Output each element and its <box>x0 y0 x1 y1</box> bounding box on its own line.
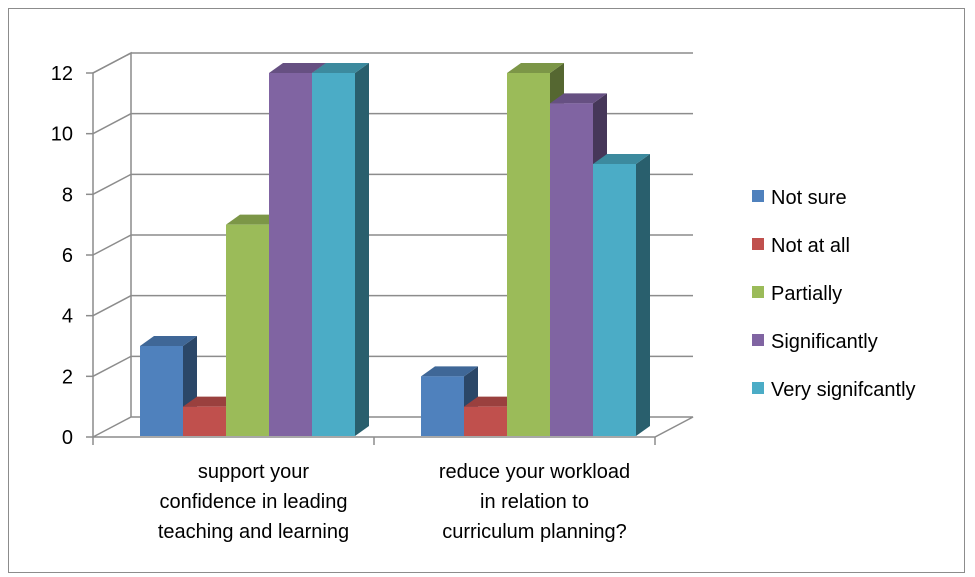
y-tick-label: 8 <box>62 184 73 206</box>
bar-front <box>226 224 269 436</box>
bar-top <box>421 366 478 377</box>
bar-side <box>636 154 650 436</box>
legend-label: Partially <box>771 283 842 305</box>
y-axis-ticks: 0 2 4 6 8 10 12 <box>51 63 93 449</box>
legend-swatch <box>752 286 764 298</box>
gridline <box>92 234 693 256</box>
x-category-label: support your confidence in leading teachin… <box>158 461 349 543</box>
x-category-label-line: teaching and learning <box>158 521 349 543</box>
gridline <box>92 112 693 135</box>
legend-item: Not at all <box>752 235 850 257</box>
y-tick-label: 0 <box>62 427 73 449</box>
x-category-label-line: confidence in leading <box>160 491 348 513</box>
legend: Not sure Not at all Partially Significantly… <box>752 187 916 401</box>
bar-top <box>269 63 326 73</box>
bar-side <box>355 63 369 436</box>
bar-front <box>183 406 226 436</box>
bar-front <box>593 164 636 436</box>
bar <box>593 154 650 436</box>
bar-top <box>183 396 240 407</box>
bar-top <box>312 63 369 73</box>
bar-top <box>593 154 650 164</box>
bar-top <box>226 214 283 225</box>
legend-item: Significantly <box>752 331 878 353</box>
bar-front <box>507 73 550 436</box>
legend-label: Not sure <box>771 187 847 209</box>
bar-front <box>312 73 355 436</box>
y-tick-label: 4 <box>62 306 73 328</box>
chart-frame <box>8 8 965 573</box>
legend-label: Significantly <box>771 331 878 353</box>
gridline <box>92 52 693 74</box>
legend-label: Not at all <box>771 235 850 257</box>
x-category-label-line: reduce your workload <box>439 461 630 483</box>
bar <box>140 336 197 436</box>
legend-swatch <box>752 238 764 250</box>
legend-swatch <box>752 190 764 202</box>
gridline <box>92 294 693 317</box>
gridlines <box>92 52 693 377</box>
legend-item: Partially <box>752 283 842 305</box>
legend-item: Not sure <box>752 187 847 209</box>
x-axis-labels: support your confidence in leading teachin… <box>92 437 656 543</box>
y-tick-label: 6 <box>62 245 73 267</box>
x-category-label: reduce your workload in relation to curric… <box>439 461 630 543</box>
bar-top <box>464 396 521 407</box>
bar-front <box>550 103 593 436</box>
x-category-label-line: support your <box>198 461 310 483</box>
x-category-label-line: in relation to <box>480 491 589 513</box>
y-tick-label: 10 <box>51 124 73 146</box>
legend-label: Very signifcantly <box>771 379 916 401</box>
bar-top <box>550 93 607 104</box>
legend-swatch <box>752 334 764 346</box>
floor <box>92 416 694 438</box>
bar-front <box>464 406 507 436</box>
bar-top <box>507 63 564 73</box>
y-tick-label: 2 <box>62 366 73 388</box>
legend-item: Very signifcantly <box>752 379 916 401</box>
x-category-label-line: curriculum planning? <box>442 521 627 543</box>
bar-front <box>269 73 312 436</box>
gridline <box>92 173 693 195</box>
bars <box>140 63 650 436</box>
bar <box>312 63 369 436</box>
bar-front <box>421 376 464 436</box>
bar-front <box>140 346 183 436</box>
gridline <box>92 355 693 377</box>
bar-top <box>140 336 197 346</box>
legend-swatch <box>752 382 764 394</box>
y-tick-label: 12 <box>51 63 73 85</box>
